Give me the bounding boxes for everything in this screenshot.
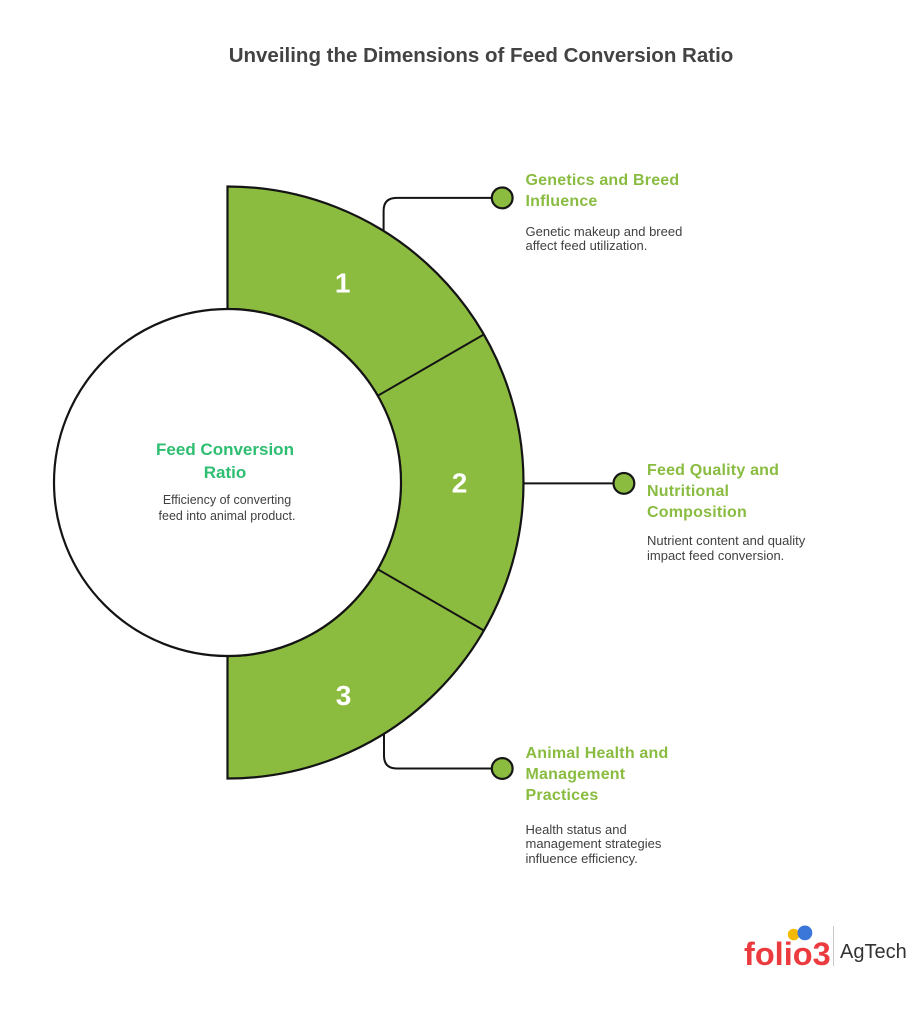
svg-text:2: 2 [452,468,468,499]
svg-text:3: 3 [336,680,352,711]
svg-text:1: 1 [335,267,351,298]
